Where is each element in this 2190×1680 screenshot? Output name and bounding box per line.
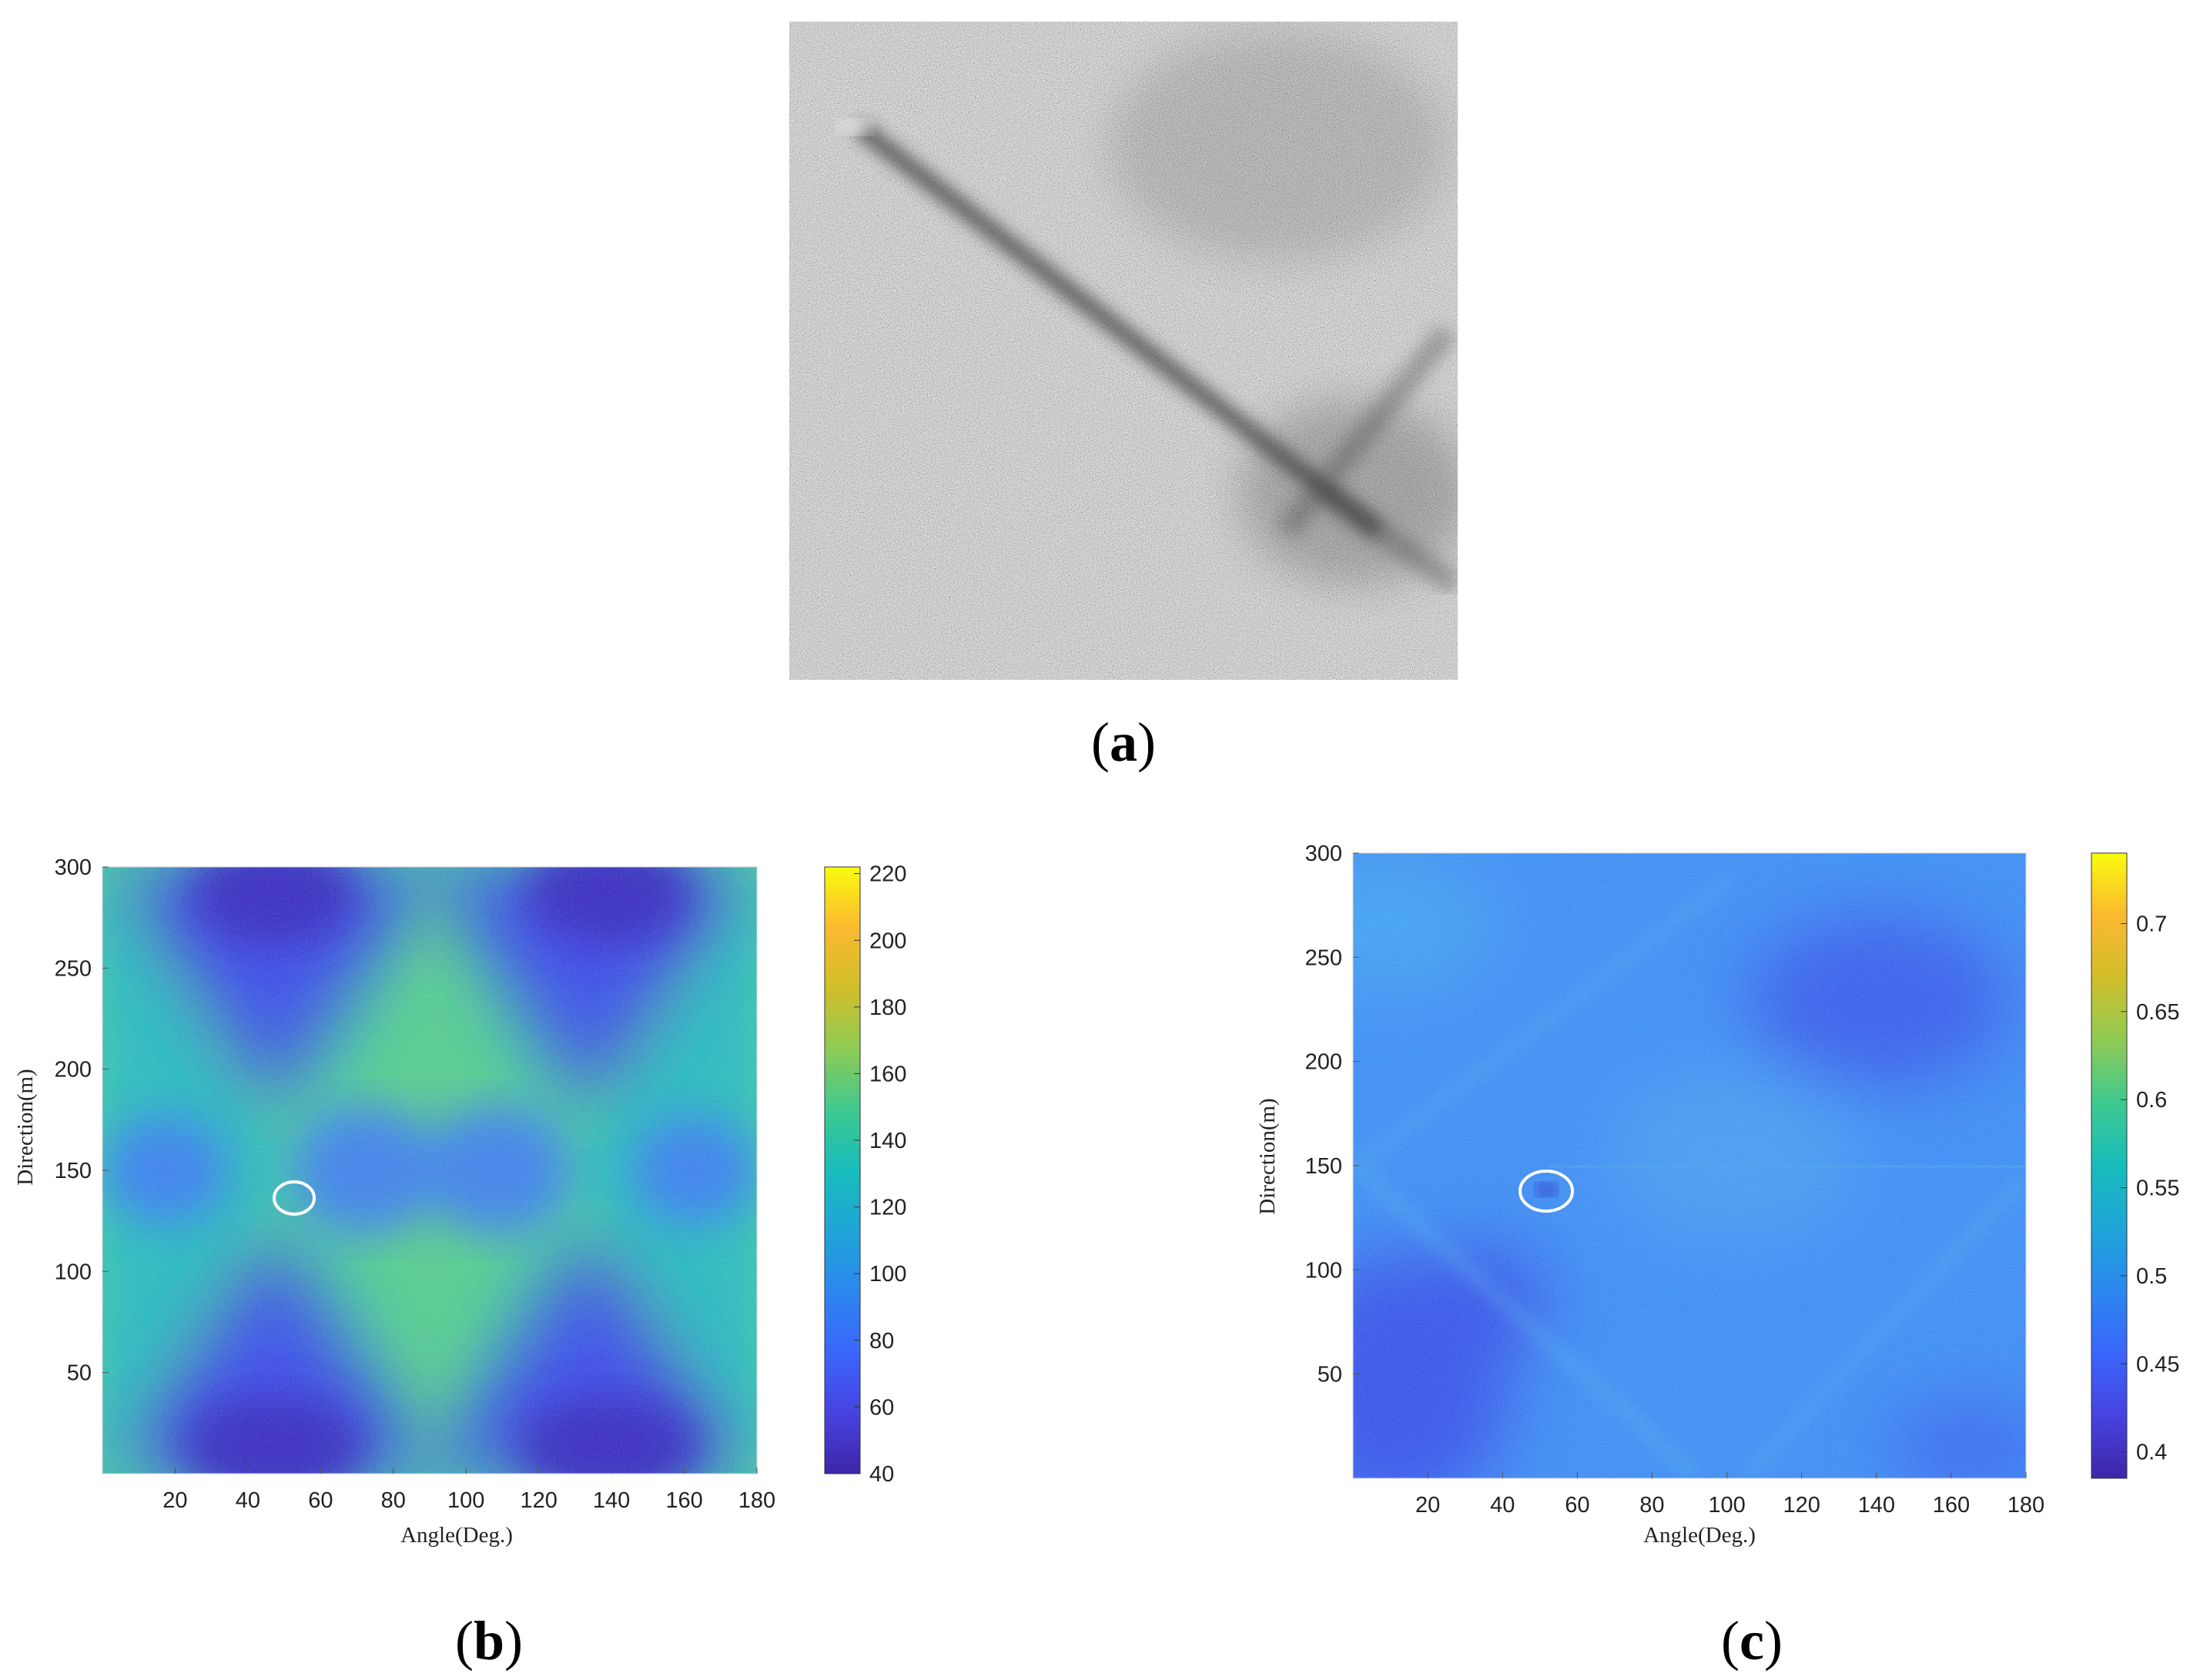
heatmap-b-xtick-label: 160: [665, 1488, 702, 1513]
heatmap-c-ytick-label: 100: [1305, 1258, 1342, 1283]
heatmap-b-ytick-label: 200: [55, 1058, 92, 1083]
heatmap-b-xtick-label: 80: [381, 1488, 406, 1513]
heatmap-b-xtick-label: 180: [738, 1488, 775, 1513]
heatmap-c-colorbar-tick-label: 0.7: [2136, 912, 2167, 936]
heatmap-b-colorbar-tick-label: 140: [869, 1129, 906, 1153]
heatmap-c-xtick-label: 80: [1639, 1493, 1664, 1518]
heatmap-b-xtick-label: 40: [236, 1488, 260, 1513]
panel-a-label: (a): [1091, 711, 1156, 773]
panel-b-label: (b): [455, 1610, 523, 1672]
heatmap-c-ytick-label: 200: [1305, 1050, 1342, 1075]
axes-b: 20 40 60 80 100 120 140 160 180 50 100 150 200 250 300: [55, 855, 776, 1513]
heatmap-b-colorbar-tick-label: 120: [869, 1196, 906, 1220]
heatmap-c-ytick-label: 300: [1305, 842, 1342, 866]
heatmap-b-ytick-label: 300: [55, 855, 92, 880]
heatmap-b-colorbar-tick-label: 40: [869, 1462, 894, 1487]
heatmap-b-marker-ellipse: [273, 1180, 316, 1216]
heatmap-c-xtick-label: 180: [2008, 1493, 2044, 1518]
heatmap-c-ytick-label: 50: [1318, 1363, 1342, 1387]
heatmap-b-xtick-label: 120: [520, 1488, 557, 1513]
colorbar-b-ticks: 40 60 80 100 120 140 160 180 200 220: [854, 862, 906, 1487]
colorbar-c: [2091, 852, 2128, 1479]
heatmap-c-colorbar-tick-label: 0.5: [2136, 1264, 2167, 1289]
heatmap-b-ytick-label: 250: [55, 956, 92, 981]
heatmap-c-ylabel: Direction(m): [1255, 1098, 1280, 1214]
heatmap-c-colorbar-tick-label: 0.4: [2136, 1441, 2167, 1465]
heatmap-c: [1353, 853, 2026, 1478]
heatmap-b-xtick-label: 140: [593, 1488, 630, 1513]
axes-c: 20 40 60 80 100 120 140 160 180 50 100 150 200 250 300: [1305, 842, 2045, 1518]
heatmap-c-ytick-label: 150: [1305, 1154, 1342, 1179]
heatmap-c-ytick-label: 250: [1305, 945, 1342, 970]
panel-c: 20 40 60 80 100 120 140 160 180 50 100 150 200 250 300…: [1255, 842, 2179, 1672]
heatmap-b-colorbar-tick-label: 100: [869, 1262, 906, 1287]
heatmap-c-colorbar-tick-label: 0.45: [2136, 1352, 2179, 1377]
heatmap-b-ytick-label: 100: [55, 1260, 92, 1284]
heatmap-c-xlabel: Angle(Deg.): [1643, 1523, 1756, 1548]
heatmap-c-colorbar-tick-label: 0.55: [2136, 1176, 2179, 1201]
colorbar-c-ticks: 0.4 0.45 0.5 0.55 0.6 0.65 0.7: [2121, 912, 2179, 1465]
heatmap-b-xlabel: Angle(Deg.): [400, 1523, 513, 1548]
heatmap-b-ylabel: Direction(m): [13, 1069, 38, 1185]
heatmap-b-xtick-label: 20: [162, 1488, 187, 1513]
heatmap-b-colorbar-tick-label: 60: [869, 1395, 894, 1420]
heatmap-b: [102, 867, 757, 1474]
colorbar-b: [824, 866, 861, 1474]
heatmap-c-colorbar-tick-label: 0.65: [2136, 1000, 2179, 1025]
panel-b: 20 40 60 80 100 120 140 160 180 50 100 150 200 250 300…: [13, 855, 906, 1672]
heatmap-b-xtick-label: 100: [447, 1488, 484, 1513]
heatmap-b-colorbar-tick-label: 80: [869, 1329, 894, 1354]
panel-c-label: (c): [1721, 1610, 1783, 1672]
heatmap-b-colorbar-tick-label: 220: [869, 862, 906, 887]
heatmap-c-xtick-label: 140: [1858, 1493, 1895, 1518]
heatmap-c-xtick-label: 40: [1490, 1493, 1515, 1518]
heatmap-c-colorbar-tick-label: 0.6: [2136, 1088, 2167, 1113]
heatmap-b-colorbar-tick-label: 180: [869, 996, 906, 1020]
heatmap-b-xtick-label: 60: [308, 1488, 333, 1513]
heatmap-c-xtick-label: 60: [1565, 1493, 1589, 1518]
heatmap-b-colorbar-tick-label: 160: [869, 1062, 906, 1086]
heatmap-c-xtick-label: 100: [1708, 1493, 1745, 1518]
heatmap-c-xtick-label: 120: [1783, 1493, 1820, 1518]
sar-image: [789, 22, 1458, 680]
heatmap-c-xtick-label: 20: [1415, 1493, 1440, 1518]
heatmap-c-xtick-label: 160: [1933, 1493, 1970, 1518]
heatmap-b-colorbar-tick-label: 200: [869, 929, 906, 953]
panel-a: (a): [789, 22, 1458, 773]
heatmap-b-ytick-label: 150: [55, 1159, 92, 1183]
heatmap-b-ytick-label: 50: [67, 1361, 92, 1386]
heatmap-c-marker-ellipse: [1519, 1170, 1574, 1213]
